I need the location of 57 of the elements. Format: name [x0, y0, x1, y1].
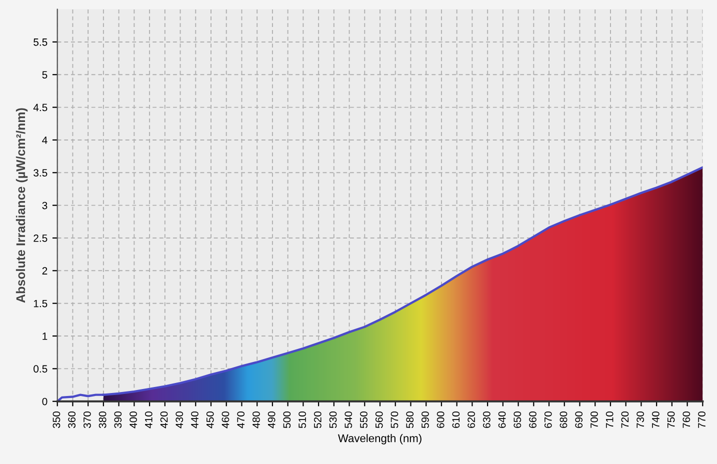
x-tick-label: 420 [160, 411, 168, 428]
x-tick-label: 450 [206, 411, 214, 428]
y-tick-label: 1 [42, 332, 48, 340]
x-tick-label: 710 [606, 411, 614, 428]
x-tick-label: 470 [237, 411, 245, 428]
x-tick-label: 660 [529, 411, 536, 428]
y-tick-label: 5 [42, 71, 48, 79]
x-tick-label: 400 [130, 411, 137, 428]
x-tick-label: 530 [329, 411, 337, 428]
x-tick-label: 380 [98, 411, 106, 428]
x-tick-label: 630 [482, 411, 490, 428]
x-tick-label: 510 [298, 411, 306, 428]
x-tick-label: 620 [468, 411, 475, 428]
y-tick-label: 2.5 [34, 234, 48, 242]
x-tick-label: 640 [498, 411, 506, 428]
x-tick-label: 680 [560, 411, 568, 428]
x-tick-label: 520 [314, 411, 322, 428]
x-tick-label: 610 [452, 411, 460, 428]
x-tick-label: 350 [52, 411, 60, 428]
x-tick-label: 720 [621, 411, 629, 428]
x-tick-label: 700 [590, 411, 598, 428]
x-tick-label: 770 [698, 411, 706, 428]
x-tick-label: 570 [390, 411, 398, 428]
y-tick-label: 1.5 [34, 300, 48, 308]
x-tick-label: 730 [636, 411, 644, 428]
x-tick-label: 750 [667, 411, 675, 428]
x-tick-label: 440 [191, 411, 198, 428]
x-tick-label: 760 [682, 411, 690, 428]
x-tick-label: 430 [176, 411, 184, 428]
x-tick-label: 560 [375, 411, 383, 428]
x-tick-label: 590 [422, 411, 429, 428]
x-tick-label: 540 [344, 411, 352, 428]
x-tick-label: 490 [268, 411, 276, 428]
x-tick-label: 740 [652, 411, 660, 428]
x-tick-label: 360 [68, 411, 76, 428]
y-tick-label: 0 [42, 398, 48, 406]
y-tick-label: 3.5 [34, 169, 48, 177]
y-tick-label: 4 [42, 136, 48, 144]
x-tick-label: 460 [222, 411, 230, 428]
x-tick-label: 390 [114, 411, 122, 428]
y-tick-label: 4.5 [33, 104, 48, 112]
x-tick-label: 600 [436, 411, 444, 428]
y-tick-label: 5.5 [34, 38, 48, 46]
x-tick-label: 550 [360, 411, 368, 428]
x-tick-label: 580 [406, 411, 414, 428]
x-tick-label: 650 [514, 411, 522, 428]
x-tick-label: 480 [252, 411, 260, 428]
y-axis-title: Absolute Irradiance (µW/cm²/nm) [16, 108, 28, 303]
y-tick-label: 2 [42, 267, 48, 274]
x-tick-label: 670 [544, 411, 552, 428]
x-tick-label: 690 [575, 411, 583, 428]
y-tick-label: 3 [42, 202, 48, 210]
y-tick-label: 0.5 [34, 365, 48, 373]
x-tick-label: 370 [84, 411, 91, 428]
x-axis-title: Wavelength (nm) [338, 434, 422, 444]
x-tick-label: 500 [283, 411, 291, 428]
x-tick-label: 410 [144, 411, 152, 428]
